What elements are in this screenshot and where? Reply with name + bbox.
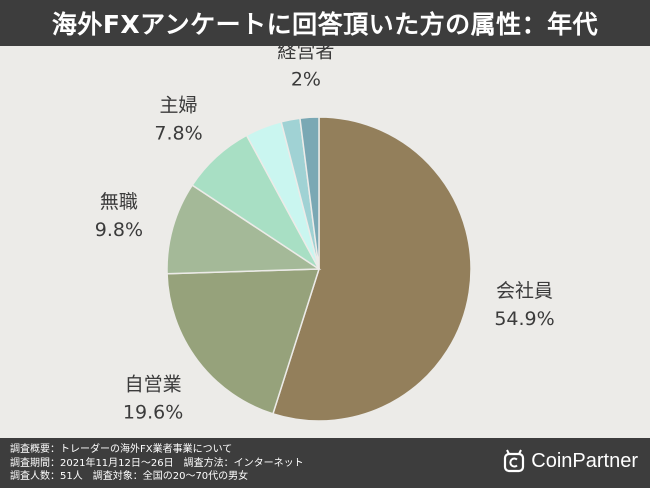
- coin-logo-icon: [504, 449, 525, 473]
- chart-title: 海外FXアンケートに回答頂いた方の属性：年代: [0, 0, 650, 46]
- pie-slice: [166, 184, 322, 275]
- slice-label: 無職: [100, 191, 138, 213]
- slice-label: 経営者: [277, 46, 334, 62]
- slice-label: 主婦: [159, 95, 197, 117]
- survey-period: 調査期間：2021年11月12日〜26日 調査方法：インターネット: [10, 457, 304, 469]
- slice-label: 自営業: [125, 373, 182, 395]
- slice-value-label: 19.6%: [123, 401, 183, 423]
- slice-label: 会社員: [496, 280, 553, 302]
- pie-slice: [166, 268, 321, 415]
- footer: 調査概要：トレーダーの海外FX業者事業について 調査期間：2021年11月12日…: [0, 438, 650, 488]
- survey-population: 調査人数：51人 調査対象：全国の20〜70代の男女: [10, 471, 249, 482]
- slice-value-label: 54.9%: [494, 308, 554, 330]
- survey-overview: 調査概要：トレーダーの海外FX業者事業について: [10, 444, 233, 455]
- slice-value-label: 7.8%: [154, 123, 202, 145]
- pie-slice: [271, 116, 472, 422]
- pie-slice: [299, 116, 320, 270]
- slice-value-label: 2%: [291, 68, 321, 90]
- brand-name: CoinPartner: [531, 449, 638, 472]
- brand-logo: CoinPartner: [503, 449, 638, 473]
- chart-area: 会社員 54.9% 自営業 19.6% 無職 9.8% 主婦 7.8% 経営者 2%: [0, 46, 650, 438]
- pie-chart: 会社員 54.9% 自営業 19.6% 無職 9.8% 主婦 7.8% 経営者 2%: [95, 46, 555, 423]
- slice-value-label: 9.8%: [95, 219, 143, 241]
